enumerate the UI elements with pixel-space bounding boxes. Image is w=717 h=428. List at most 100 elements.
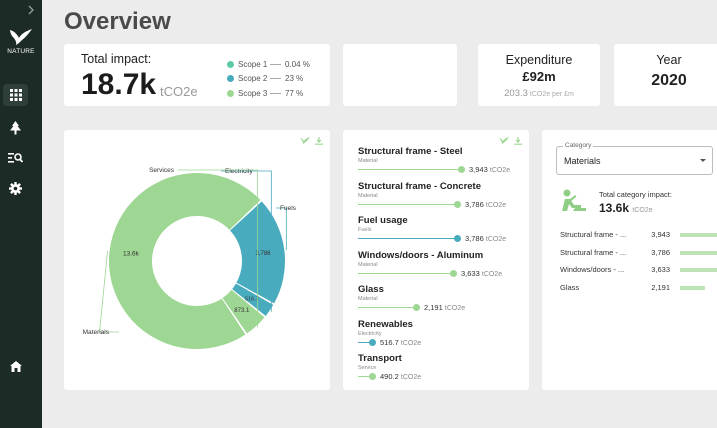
category-row-name: Structural frame - ... [560, 230, 627, 239]
item-row[interactable]: Transport Service 490.2 tCO2e [358, 353, 528, 382]
nav-settings[interactable] [3, 177, 28, 199]
category-row-bar [680, 268, 717, 272]
item-row[interactable]: Structural frame - Steel Material 3,943 tC… [358, 146, 528, 175]
item-row[interactable]: Structural frame - Concrete Material 3,786… [358, 181, 528, 210]
category-row-value: 3,633 [651, 265, 670, 274]
item-line [358, 169, 461, 170]
item-line [358, 307, 416, 308]
leader-line [178, 169, 259, 328]
year-title: Year [656, 53, 682, 67]
category-row[interactable]: Structural frame - ... 3,943 [560, 230, 717, 240]
item-row[interactable]: Renewables Electricity 516.7 tCO2e [358, 319, 528, 348]
expenditure-sub-value: 203.3 [504, 88, 528, 99]
expenditure-title: Expenditure [505, 53, 573, 67]
category-label: Services [149, 167, 175, 174]
scope-row: Scope 2 23 % [227, 72, 310, 87]
item-category: Fuels [358, 227, 372, 233]
chart-tools [300, 137, 323, 145]
slice-value-label: 13.6k [123, 251, 140, 258]
gear-icon [9, 181, 22, 195]
scope-dash [270, 92, 281, 94]
item-name: Fuel usage [358, 215, 408, 226]
category-row-value: 2,191 [651, 282, 670, 292]
item-dot [458, 166, 465, 173]
scope-pct: 23 % [285, 74, 304, 84]
slice-services[interactable] [222, 289, 265, 334]
donut-chart: 13.6k Materials 3,786 Fuels 516.7 Electricity… [83, 167, 297, 349]
slice-electricity[interactable] [232, 283, 274, 316]
item-value: 516.7 tCO2e [380, 337, 422, 347]
category-row-bar [680, 250, 717, 255]
year-card: Year 2020 [614, 44, 717, 106]
item-row[interactable]: Fuel usage Fuels 3,786 tCO2e [358, 215, 528, 244]
page-title: Overview [64, 8, 171, 35]
item-value: 2,191 tCO2e [424, 303, 466, 312]
category-row[interactable]: Structural frame - ... 3,786 [560, 248, 717, 258]
category-row-bar [680, 285, 705, 290]
chart-card: 13.6k Materials 3,786 Fuels 516.7 Electricity… [64, 130, 330, 390]
item-row[interactable]: Windows/doors - Aluminum Material 3,633 tC… [358, 250, 528, 279]
item-line [358, 203, 457, 205]
item-category: Material [358, 296, 378, 302]
item-bar: 516.7 tCO2e [358, 338, 528, 348]
category-select[interactable]: Category Materials [556, 142, 713, 175]
item-bar: 2,191 tCO2e [358, 303, 528, 313]
item-dot [369, 338, 376, 346]
expenditure-value: £92m [522, 69, 556, 84]
total-impact-value: 18.7k [81, 68, 157, 101]
logo[interactable]: NATURE [0, 28, 42, 55]
category-row-name: Glass [560, 282, 580, 292]
item-row[interactable]: Glass Material 2,191 tCO2e [358, 284, 528, 313]
category-row-bar [680, 233, 717, 237]
item-name: Transport [358, 353, 402, 364]
sidebar: NATURE [0, 0, 42, 428]
bird-icon[interactable] [499, 137, 509, 144]
category-total-unit: tCO2e [632, 207, 653, 214]
items-tools [499, 137, 522, 145]
category-row-value: 3,786 [651, 247, 670, 257]
nav-search-list[interactable] [3, 147, 28, 169]
scope-row: Scope 1 0.04 % [227, 57, 310, 72]
download-icon[interactable] [315, 137, 323, 145]
select-label: Category [563, 142, 594, 149]
year-value: 2020 [651, 72, 687, 89]
scope-pct: 77 % [285, 88, 304, 98]
item-dot [454, 200, 461, 208]
scope-name: Scope 2 [238, 74, 268, 84]
nav-overview[interactable] [3, 84, 28, 106]
slice-materials[interactable] [109, 173, 261, 349]
item-name: Structural frame - Steel [358, 146, 463, 157]
download-icon[interactable] [514, 137, 522, 145]
expenditure-card: Expenditure £92m 203.3 tCO2e per £m [478, 44, 600, 106]
nav-home[interactable] [3, 355, 28, 377]
scope-pct: 0.04 % [285, 59, 310, 69]
scope-legend: Scope 1 0.04 % Scope 2 23 % Scope 3 77 % [227, 57, 310, 101]
item-dot [450, 269, 457, 277]
item-bar: 3,786 tCO2e [358, 234, 528, 244]
item-value: 3,786 tCO2e [465, 199, 507, 209]
caret-down-icon [700, 159, 706, 162]
item-bar: 3,786 tCO2e [358, 200, 528, 210]
category-row[interactable]: Glass 2,191 [560, 283, 717, 293]
nav-nature[interactable] [3, 117, 28, 139]
empty-card [343, 44, 457, 106]
list-search-icon [8, 153, 23, 163]
grid-icon [9, 89, 22, 101]
category-row-value: 3,943 [651, 230, 670, 239]
slice-value-label: 873.1 [234, 308, 250, 314]
chevron-right-icon[interactable] [26, 4, 38, 16]
item-name: Structural frame - Concrete [358, 180, 482, 192]
bird-icon[interactable] [300, 137, 310, 144]
total-impact-unit: tCO2e [160, 84, 198, 99]
category-row[interactable]: Windows/doors - ... 3,633 [560, 265, 717, 275]
category-label: Electricity [225, 168, 254, 175]
bird-logo-icon [10, 29, 32, 45]
item-category: Material [358, 158, 378, 164]
item-value: 3,786 tCO2e [465, 234, 507, 243]
item-name: Windows/doors - Aluminum [358, 249, 484, 261]
item-value: 3,633 tCO2e [461, 268, 503, 278]
category-label: Fuels [280, 205, 297, 212]
item-line [358, 376, 372, 377]
slice-value-label: 3,786 [256, 251, 272, 257]
scope-dot [227, 75, 234, 83]
